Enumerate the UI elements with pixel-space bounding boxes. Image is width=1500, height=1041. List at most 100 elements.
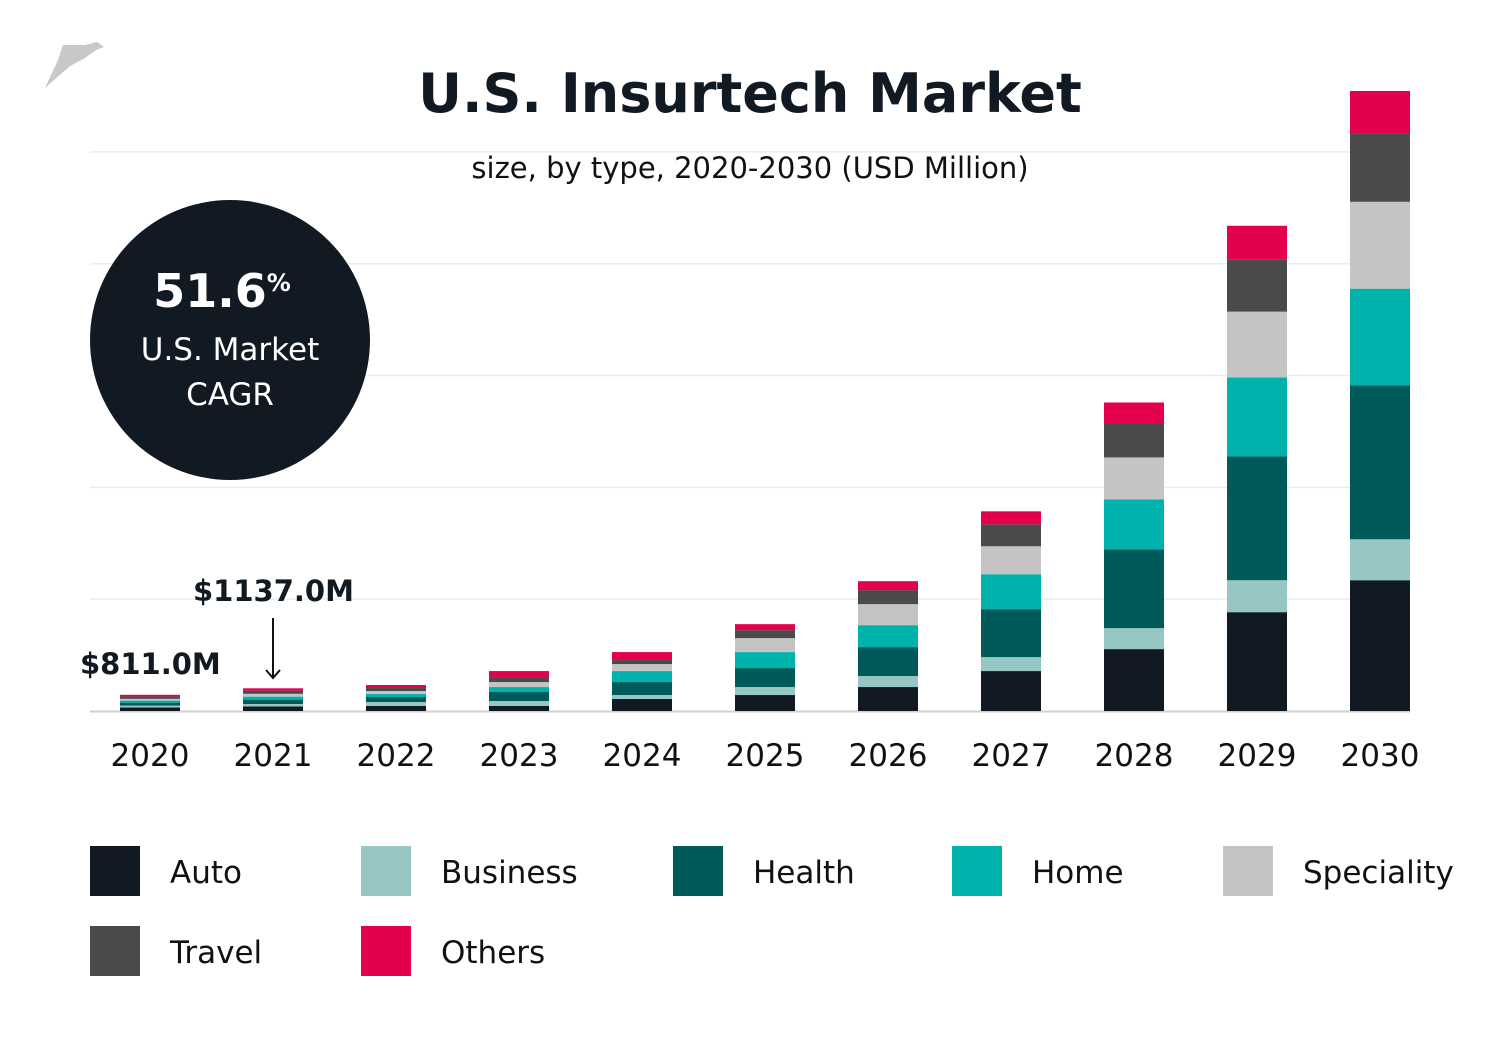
bar-2020-home [120, 700, 180, 703]
legend-swatch [361, 926, 411, 976]
bar-2030-health [1350, 385, 1410, 540]
bar-2025-health [735, 668, 795, 688]
bar-stack-2025 [735, 624, 795, 711]
bar-2028-home [1104, 499, 1164, 550]
bar-2028-auto [1104, 649, 1164, 711]
svg-text:51.6%: 51.6% [153, 264, 291, 318]
legend-label: Others [441, 935, 545, 971]
legend-label: Home [1032, 855, 1124, 891]
bar-stack-2020 [120, 694, 180, 711]
bar-2027-speciality [981, 546, 1041, 575]
bar-2025-home [735, 652, 795, 669]
bar-2030-others [1350, 90, 1410, 134]
bar-2030-travel [1350, 133, 1410, 202]
chart-title: U.S. Insurtech Market [418, 62, 1082, 125]
bar-2021-home [243, 696, 303, 700]
legend-item-business: Business [361, 846, 578, 896]
bar-2028-business [1104, 628, 1164, 650]
legend-label: Business [441, 855, 578, 891]
bar-2023-travel [489, 677, 549, 683]
badge-line1: U.S. Market [141, 332, 320, 368]
bar-2029-auto [1227, 612, 1287, 711]
bar-stack-2030 [1350, 90, 1410, 711]
annotation-2021: $1137.0M [193, 574, 354, 608]
bar-2026-others [858, 581, 918, 591]
bar-2023-speciality [489, 682, 549, 688]
bar-2029-others [1227, 225, 1287, 260]
x-tick-2030: 2030 [1341, 738, 1420, 774]
bar-stack-2028 [1104, 402, 1164, 711]
origami-bird-icon [30, 30, 104, 88]
bar-2025-travel [735, 630, 795, 639]
legend-swatch [952, 846, 1002, 896]
bar-2023-health [489, 692, 549, 702]
bar-2027-auto [981, 671, 1041, 711]
badge-line2: CAGR [186, 377, 274, 413]
badge-unit: % [267, 269, 291, 297]
bar-2027-business [981, 657, 1041, 672]
bar-2025-others [735, 624, 795, 631]
x-tick-2023: 2023 [480, 738, 559, 774]
bar-2025-auto [735, 695, 795, 711]
legend-swatch [90, 926, 140, 976]
bar-2024-business [612, 695, 672, 700]
legend-swatch [361, 846, 411, 896]
bar-2022-auto [366, 706, 426, 711]
bar-2021-auto [243, 706, 303, 711]
bar-2029-speciality [1227, 311, 1287, 378]
bar-2020-auto [120, 707, 180, 711]
x-tick-2025: 2025 [726, 738, 805, 774]
legend-item-speciality: Speciality [1223, 846, 1454, 896]
bar-2029-travel [1227, 259, 1287, 312]
bar-2024-health [612, 682, 672, 696]
bar-2024-travel [612, 660, 672, 665]
bar-2030-auto [1350, 580, 1410, 711]
bar-2025-speciality [735, 638, 795, 653]
badge-value: 51.6 [153, 264, 267, 318]
bar-2023-home [489, 687, 549, 693]
bar-2027-health [981, 609, 1041, 658]
bar-2020-health [120, 702, 180, 706]
bar-2020-speciality [120, 698, 180, 701]
x-tick-2029: 2029 [1218, 738, 1297, 774]
bar-2026-auto [858, 687, 918, 711]
bar-stack-2027 [981, 511, 1041, 711]
x-tick-2028: 2028 [1095, 738, 1174, 774]
bar-2030-speciality [1350, 201, 1410, 289]
bar-2024-speciality [612, 664, 672, 672]
bar-2027-others [981, 511, 1041, 525]
bar-2022-health [366, 697, 426, 703]
bar-2030-business [1350, 539, 1410, 581]
bar-2023-others [489, 671, 549, 678]
bar-2027-travel [981, 524, 1041, 547]
bar-stack-2023 [489, 671, 549, 711]
bar-2022-home [366, 694, 426, 698]
bar-stack-2026 [858, 581, 918, 711]
bar-2022-travel [366, 688, 426, 692]
legend-item-home: Home [952, 846, 1124, 896]
bar-2021-health [243, 699, 303, 705]
x-tick-2027: 2027 [972, 738, 1051, 774]
bar-2028-health [1104, 549, 1164, 629]
bar-2025-business [735, 687, 795, 696]
bars [120, 90, 1410, 711]
legend-item-others: Others [361, 926, 545, 976]
bar-2026-health [858, 647, 918, 677]
bar-2028-speciality [1104, 457, 1164, 500]
bar-2030-home [1350, 288, 1410, 386]
legend-item-travel: Travel [90, 926, 262, 976]
bar-2021-business [243, 704, 303, 707]
annotation-2020: $811.0M [80, 647, 221, 681]
bar-2022-speciality [366, 691, 426, 695]
bar-2026-home [858, 625, 918, 648]
bar-2020-travel [120, 696, 180, 699]
bar-2020-business [120, 705, 180, 708]
bar-2024-others [612, 652, 672, 661]
bar-2028-others [1104, 402, 1164, 424]
bar-2024-home [612, 671, 672, 683]
bar-2029-health [1227, 456, 1287, 581]
x-tick-2022: 2022 [357, 738, 436, 774]
bar-2021-others [243, 688, 303, 691]
x-tick-2026: 2026 [849, 738, 928, 774]
